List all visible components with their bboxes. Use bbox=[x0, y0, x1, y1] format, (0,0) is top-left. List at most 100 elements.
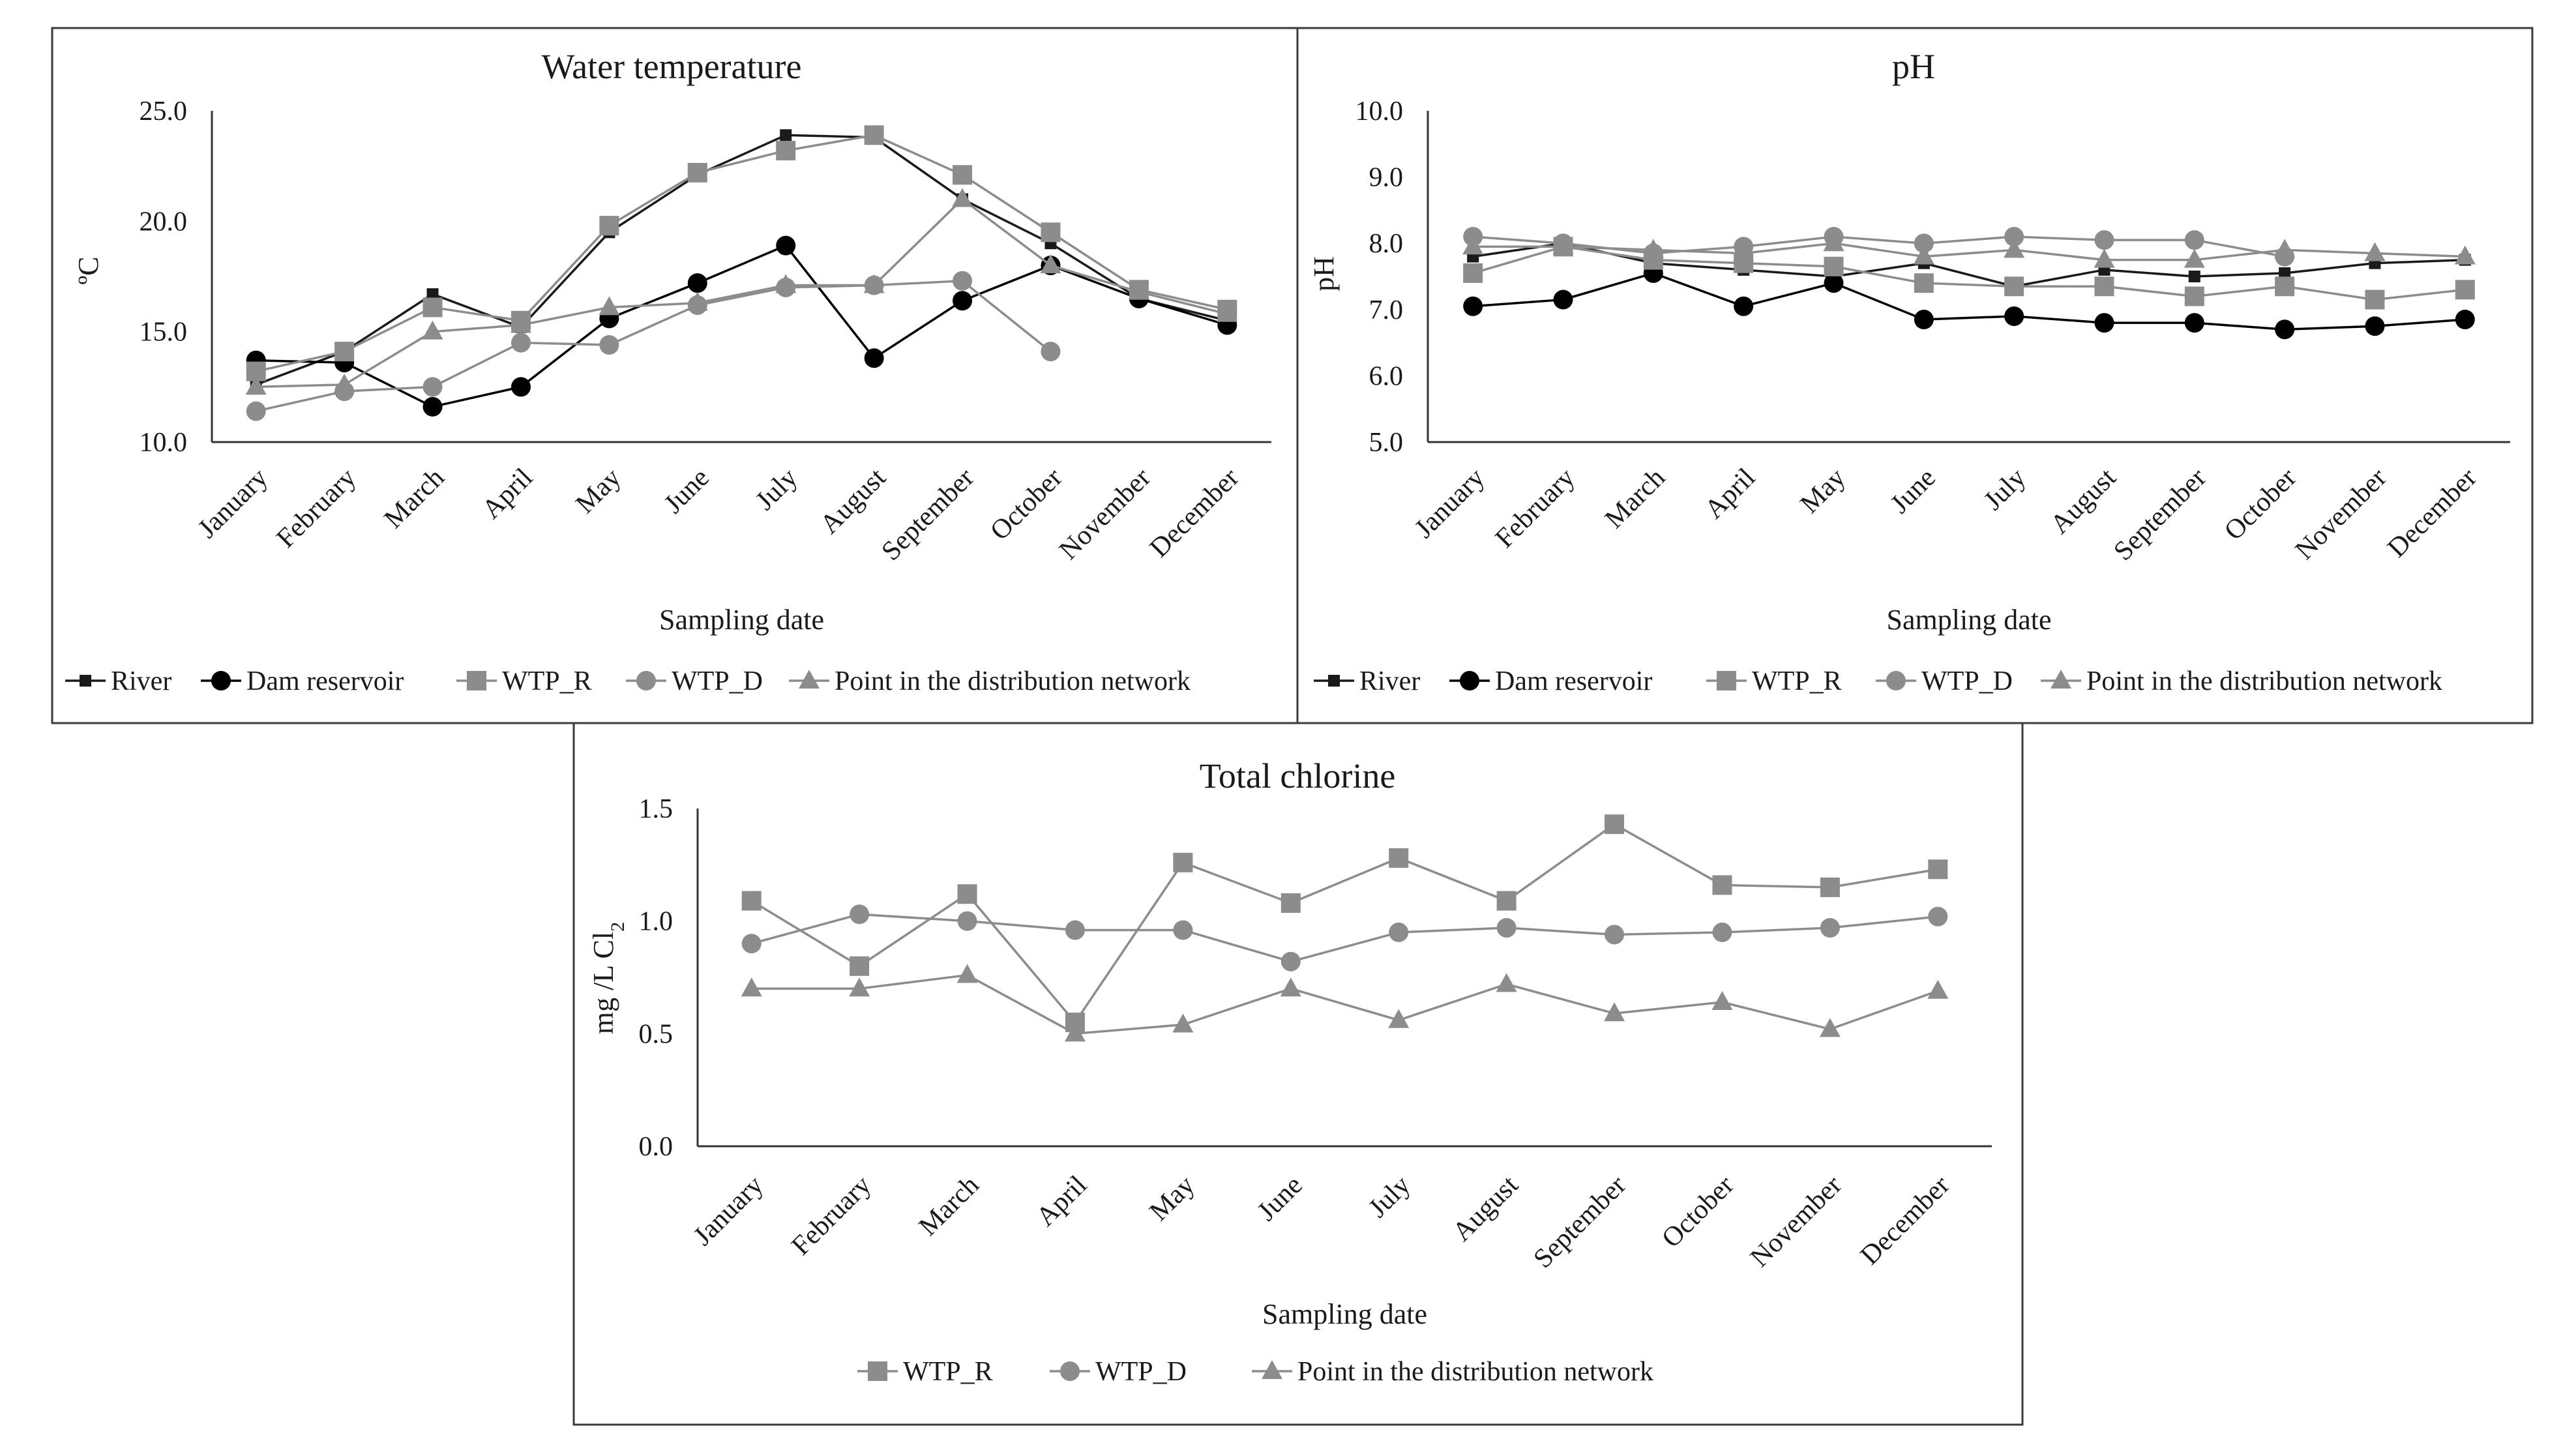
data-point-point-in-the-distribution-network bbox=[1604, 1002, 1625, 1022]
data-point-point-in-the-distribution-network bbox=[952, 188, 973, 207]
data-point-wtp-r bbox=[1496, 891, 1517, 911]
data-point-point-in-the-distribution-network bbox=[1388, 1009, 1410, 1028]
panel-total-chlorine bbox=[572, 722, 2024, 1426]
y-tick-label: 5.0 bbox=[1369, 428, 1404, 458]
data-point-wtp-r bbox=[2004, 276, 2024, 297]
data-point-point-in-the-distribution-network bbox=[1462, 235, 1484, 255]
series-line-point-in-the-distribution-network bbox=[256, 198, 1228, 389]
data-point-wtp-r bbox=[1463, 263, 1483, 283]
x-axis-label: Sampling date bbox=[659, 604, 824, 636]
data-point-wtp-r bbox=[957, 884, 977, 904]
y-axis-label: pH bbox=[1308, 256, 1340, 291]
data-point-wtp-d bbox=[1041, 342, 1061, 362]
data-point-wtp-d bbox=[422, 377, 443, 397]
legend-marker-wtp-d bbox=[1886, 671, 1906, 690]
data-point-dam-reservoir bbox=[2275, 319, 2295, 340]
legend-label-dam-reservoir: Dam reservoir bbox=[1495, 666, 1652, 696]
data-point-point-in-the-distribution-network bbox=[1496, 973, 1517, 992]
y-axis-label: ºC bbox=[72, 257, 104, 285]
data-point-wtp-r bbox=[1712, 875, 1732, 895]
data-point-point-in-the-distribution-network bbox=[1280, 977, 1301, 997]
y-tick-label: 15.0 bbox=[140, 318, 188, 348]
data-point-dam-reservoir bbox=[2365, 316, 2385, 336]
data-point-wtp-r bbox=[953, 165, 973, 185]
y-tick-label: 10.0 bbox=[140, 428, 188, 458]
legend-marker-wtp-d bbox=[1060, 1361, 1080, 1381]
data-point-wtp-d bbox=[1712, 922, 1732, 942]
legend-label-point-in-the-distribution-network: Point in the distribution network bbox=[2086, 666, 2442, 696]
data-point-point-in-the-distribution-network bbox=[1819, 1018, 1841, 1037]
y-tick-label: 0.0 bbox=[639, 1132, 674, 1162]
data-point-wtp-d bbox=[1065, 920, 1085, 940]
data-point-point-in-the-distribution-network bbox=[2184, 248, 2205, 268]
data-point-point-in-the-distribution-network bbox=[1642, 239, 1664, 258]
data-point-wtp-r bbox=[2094, 276, 2114, 297]
data-point-point-in-the-distribution-network bbox=[956, 964, 978, 983]
data-point-wtp-d bbox=[2094, 230, 2114, 250]
data-point-point-in-the-distribution-network bbox=[741, 977, 762, 997]
data-point-point-in-the-distribution-network bbox=[2454, 245, 2476, 265]
data-point-wtp-r bbox=[422, 297, 443, 318]
y-tick-label: 1.5 bbox=[639, 794, 674, 824]
data-point-wtp-r bbox=[334, 342, 355, 362]
series-line-wtp-r bbox=[256, 134, 1228, 373]
data-point-wtp-r bbox=[1389, 848, 1409, 868]
data-point-point-in-the-distribution-network bbox=[1128, 280, 1149, 300]
series-line-wtp-r bbox=[1472, 245, 2466, 301]
legend-marker-point-in-the-distribution-network bbox=[799, 670, 820, 689]
data-point-dam-reservoir bbox=[511, 377, 531, 397]
legend-marker-wtp-r bbox=[868, 1361, 887, 1381]
series-line-point-in-the-distribution-network bbox=[1473, 242, 2465, 261]
data-point-wtp-r bbox=[1928, 859, 1948, 880]
legend-label-wtp-d: WTP_D bbox=[1095, 1357, 1187, 1387]
data-point-wtp-r bbox=[2184, 286, 2204, 306]
series-line-wtp-d bbox=[751, 913, 1938, 963]
legend-label-wtp-r: WTP_R bbox=[903, 1357, 993, 1387]
data-point-river bbox=[780, 129, 792, 141]
data-point-wtp-d bbox=[850, 904, 870, 925]
data-point-point-in-the-distribution-network bbox=[1913, 245, 1934, 265]
y-tick-label: 8.0 bbox=[1369, 229, 1404, 259]
data-point-wtp-d bbox=[957, 911, 977, 931]
y-axis-label-subscript: 2 bbox=[607, 922, 629, 932]
data-point-wtp-r bbox=[1914, 273, 1934, 293]
data-point-dam-reservoir bbox=[2455, 310, 2475, 330]
data-point-wtp-d bbox=[1914, 233, 1934, 254]
y-axis-label: mg /L Cl2 bbox=[587, 922, 629, 1034]
legend-label-point-in-the-distribution-network: Point in the distribution network bbox=[835, 666, 1191, 696]
series-line-wtp-r bbox=[750, 823, 1938, 1024]
series-line-wtp-d bbox=[256, 279, 1052, 413]
data-point-wtp-d bbox=[1281, 951, 1301, 972]
data-point-point-in-the-distribution-network bbox=[775, 274, 797, 293]
data-point-river bbox=[2188, 271, 2200, 282]
chart-title: pH bbox=[1892, 47, 1935, 86]
legend-marker-river bbox=[1328, 675, 1340, 687]
data-point-dam-reservoir bbox=[1824, 273, 1844, 293]
legend-marker-point-in-the-distribution-network bbox=[1262, 1360, 1282, 1379]
data-point-point-in-the-distribution-network bbox=[1711, 990, 1733, 1010]
data-point-wtp-d bbox=[1928, 906, 1948, 927]
data-point-point-in-the-distribution-network bbox=[2004, 239, 2025, 258]
data-point-wtp-d bbox=[511, 333, 531, 353]
data-point-point-in-the-distribution-network bbox=[1064, 1022, 1086, 1042]
data-point-dam-reservoir bbox=[2094, 313, 2114, 333]
data-point-wtp-d bbox=[2184, 230, 2204, 250]
data-point-wtp-d bbox=[741, 934, 762, 954]
data-point-point-in-the-distribution-network bbox=[1552, 235, 1574, 255]
x-axis-label: Sampling date bbox=[1887, 604, 2052, 636]
data-point-wtp-r bbox=[850, 956, 870, 976]
data-point-dam-reservoir bbox=[2184, 313, 2204, 333]
legend-marker-dam-reservoir bbox=[1460, 671, 1479, 690]
data-point-wtp-r bbox=[1824, 256, 1844, 276]
data-point-point-in-the-distribution-network bbox=[1217, 303, 1238, 322]
data-point-wtp-r bbox=[1281, 893, 1301, 913]
y-axis-label-main: mg /L Cl bbox=[587, 932, 619, 1034]
data-point-dam-reservoir bbox=[1734, 296, 1754, 316]
legend-label-point-in-the-distribution-network: Point in the distribution network bbox=[1297, 1357, 1653, 1387]
chart-title: Total chlorine bbox=[1200, 756, 1396, 795]
data-point-wtp-d bbox=[953, 271, 973, 291]
data-point-dam-reservoir bbox=[776, 235, 796, 256]
y-tick-label: 9.0 bbox=[1369, 163, 1404, 193]
data-point-wtp-r bbox=[1041, 222, 1061, 243]
